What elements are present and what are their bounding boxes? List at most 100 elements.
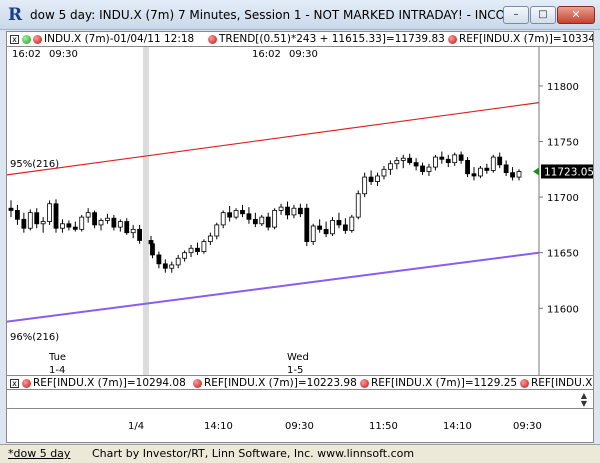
header-trend[interactable]: TREND[(0.51)*243 + 11615.33]=11739.83 bbox=[208, 33, 445, 45]
candle-body-down bbox=[503, 164, 509, 174]
chart-header: x INDU.X (7m)-01/04/11 12:18 TREND[(0.51… bbox=[7, 32, 593, 47]
candle bbox=[297, 203, 303, 218]
x-tick-label: 14:10 bbox=[443, 421, 472, 432]
candle-body-down bbox=[317, 225, 323, 230]
chart-tab[interactable]: *dow 5 day bbox=[8, 447, 71, 460]
maximize-icon: □ bbox=[538, 9, 548, 20]
y-tick-label: 11700 bbox=[547, 193, 579, 204]
footer-ref-4[interactable]: REF[INDU.X bbox=[520, 377, 592, 389]
candle-body-down bbox=[124, 221, 130, 234]
candle-body-up bbox=[375, 175, 380, 182]
candle bbox=[433, 154, 438, 171]
candle-body-up bbox=[291, 207, 297, 216]
close-icon: ✕ bbox=[571, 8, 581, 21]
candle-body-down bbox=[368, 176, 374, 182]
candle bbox=[195, 242, 200, 255]
upper-trend-line bbox=[7, 101, 540, 176]
candle-body-up bbox=[362, 176, 368, 195]
day-label-wed: Wed bbox=[287, 352, 309, 363]
candle bbox=[15, 204, 20, 225]
investor-rt-logo-icon: R bbox=[8, 5, 23, 25]
candle bbox=[240, 204, 245, 218]
candle-body-down bbox=[53, 203, 59, 229]
price-chart[interactable]: 11800 11750 11700 11650 11600 16:02 09:30 16… bbox=[7, 47, 593, 375]
ref1-dot-icon bbox=[22, 378, 31, 388]
footer-ref-2[interactable]: REF[INDU.X (7m)]=10223.98 bbox=[193, 377, 357, 389]
candle bbox=[207, 232, 213, 245]
candle bbox=[330, 217, 335, 237]
candle bbox=[375, 172, 380, 186]
candle-body-up bbox=[130, 228, 136, 234]
close-button[interactable]: ✕ bbox=[557, 6, 595, 24]
ref2-dot-icon bbox=[193, 378, 202, 388]
candle-body-down bbox=[285, 206, 290, 216]
candle bbox=[458, 151, 464, 164]
upper-band-label: 95%(216) bbox=[10, 159, 59, 170]
chart-window: x INDU.X (7m)-01/04/11 12:18 TREND[(0.51… bbox=[6, 31, 594, 443]
candle bbox=[34, 208, 40, 229]
lower-band-label: 96%(216) bbox=[10, 332, 59, 343]
candle bbox=[265, 212, 271, 231]
footer-ref-3[interactable]: REF[INDU.X (7m)]=1129.25 bbox=[360, 377, 517, 389]
candle-body-up bbox=[47, 203, 52, 222]
footer-ref-1[interactable]: x REF[INDU.X (7m)]=10294.08 bbox=[10, 377, 186, 389]
scroll-down-icon[interactable]: ▼ bbox=[580, 399, 588, 408]
candle-body-down bbox=[72, 226, 78, 230]
candle bbox=[516, 169, 522, 181]
scroll-up-icon[interactable]: ▲ bbox=[580, 391, 588, 400]
header-ref[interactable]: REF[INDU.X (7m)]=10334.8 bbox=[448, 33, 593, 45]
candle bbox=[272, 208, 278, 230]
candle bbox=[201, 239, 207, 254]
candle bbox=[439, 151, 445, 164]
candle-body-up bbox=[355, 193, 361, 218]
candle-body-up bbox=[278, 206, 284, 211]
candle bbox=[323, 221, 329, 238]
candle bbox=[310, 223, 316, 245]
candle-body-down bbox=[111, 217, 117, 228]
x-tick-label: 1/4 bbox=[128, 421, 145, 432]
candle-body-up bbox=[259, 216, 265, 225]
close-pane-icon[interactable]: x bbox=[10, 34, 19, 44]
candle-body-up bbox=[201, 241, 207, 252]
candle-body-up bbox=[478, 167, 483, 177]
minimize-button[interactable]: – bbox=[503, 6, 529, 24]
ref4-dot-icon bbox=[520, 378, 529, 388]
candle bbox=[220, 210, 226, 229]
candle-body-up bbox=[188, 247, 194, 254]
candle-body-up bbox=[272, 210, 278, 228]
candle-body-down bbox=[21, 218, 27, 229]
maximize-button[interactable]: □ bbox=[530, 6, 556, 24]
date-label-1-4: 1-4 bbox=[49, 365, 65, 375]
header-symbol[interactable]: x INDU.X (7m)-01/04/11 12:18 bbox=[10, 33, 194, 45]
indicator-pane[interactable]: ▲ ▼ bbox=[7, 391, 593, 409]
x-axis: 1/4 14:10 09:30 11:50 14:10 09:30 bbox=[7, 409, 593, 442]
candle bbox=[349, 214, 355, 233]
red-status-dot-icon bbox=[33, 34, 42, 44]
candle-body-down bbox=[252, 218, 258, 225]
candle bbox=[465, 157, 470, 178]
candle bbox=[169, 261, 175, 273]
ref4-label: REF[INDU.X bbox=[531, 377, 593, 389]
close-indicator-icon[interactable]: x bbox=[10, 378, 19, 388]
time-label-1: 16:02 bbox=[12, 49, 41, 60]
candle-body-up bbox=[330, 220, 335, 235]
candle bbox=[478, 165, 483, 179]
candle-body-down bbox=[420, 165, 425, 172]
candle-body-up bbox=[490, 156, 496, 171]
candle-body-down bbox=[246, 213, 252, 220]
candle bbox=[420, 162, 425, 175]
candle bbox=[252, 212, 258, 228]
candle-body-down bbox=[304, 207, 310, 242]
status-bar: *dow 5 day Chart by Investor/RT, Linn So… bbox=[0, 444, 600, 463]
candle-body-down bbox=[413, 162, 419, 167]
candle bbox=[407, 153, 413, 165]
candle-body-down bbox=[66, 223, 72, 228]
candle-body-up bbox=[182, 252, 188, 259]
candle-body-up bbox=[98, 220, 104, 226]
candle-body-up bbox=[175, 257, 181, 266]
green-status-dot-icon bbox=[22, 34, 31, 44]
candle bbox=[53, 199, 59, 233]
candle-body-up bbox=[220, 212, 226, 226]
window-title: dow 5 day: INDU.X (7m) 7 Minutes, Sessio… bbox=[30, 8, 517, 22]
session-gap-shading bbox=[143, 47, 149, 375]
